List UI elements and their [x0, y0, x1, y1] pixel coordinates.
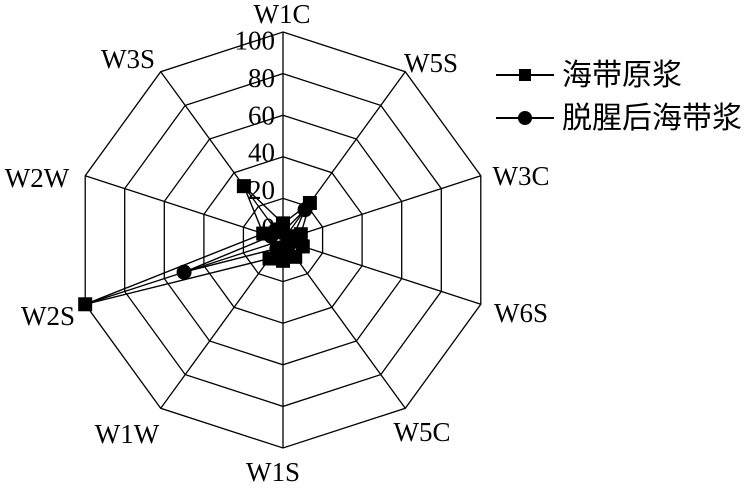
- tick-label-20: 20: [248, 175, 275, 205]
- axis-label-W2W: W2W: [5, 163, 70, 193]
- axis-line-W5C: [282, 239, 406, 409]
- legend-label-2: 脱腥后海带浆: [562, 102, 742, 135]
- series-2-marker-W1W: [269, 240, 285, 256]
- tick-label-80: 80: [248, 63, 275, 93]
- tick-label-0: 0: [262, 213, 276, 243]
- axis-label-W1C: W1C: [254, 0, 311, 29]
- series-1-marker-W5C: [288, 249, 303, 264]
- axis-line-W1W: [160, 239, 284, 409]
- legend-item-1: 海带原浆: [496, 59, 682, 92]
- tick-label-40: 40: [248, 138, 275, 168]
- legend-label-1: 海带原浆: [562, 59, 682, 92]
- radial-tick-labels: 0 20 40 60 80 100: [235, 26, 276, 243]
- series-2-marker-W2S: [176, 264, 192, 280]
- axis-label-W5S: W5S: [404, 48, 458, 78]
- axis-labels: W1C W5S W3C W6S W5C W1S W1W W2S W2W W3S: [5, 0, 550, 487]
- axis-line-W3C: [282, 175, 482, 241]
- axis-line-W3S: [160, 71, 284, 241]
- series-1-marker-W1S: [276, 253, 290, 268]
- series-1-marker-W1W: [262, 251, 277, 266]
- series-1-marker-W2S: [78, 297, 93, 312]
- axis-label-W1S: W1S: [246, 457, 300, 487]
- axis-label-W6S: W6S: [494, 298, 548, 328]
- axis-label-W3C: W3C: [493, 161, 550, 191]
- legend-square-marker-icon: [519, 69, 531, 81]
- series-2-marker-W3S: [268, 222, 284, 238]
- tick-label-60: 60: [248, 100, 275, 130]
- tick-label-100: 100: [235, 26, 276, 56]
- radar-series: [78, 179, 317, 312]
- axis-line-W6S: [282, 239, 482, 305]
- legend-circle-marker-icon: [518, 111, 532, 125]
- axis-label-W2S: W2S: [21, 301, 75, 331]
- axis-line-W2W: [84, 175, 284, 241]
- axis-label-W3S: W3S: [101, 44, 155, 74]
- series-2-marker-W5S: [297, 202, 313, 218]
- series-1-marker-W3S: [236, 179, 251, 194]
- legend-item-2: 脱腥后海带浆: [496, 102, 742, 135]
- axis-label-W5C: W5C: [394, 417, 451, 447]
- axis-label-W1W: W1W: [95, 419, 160, 449]
